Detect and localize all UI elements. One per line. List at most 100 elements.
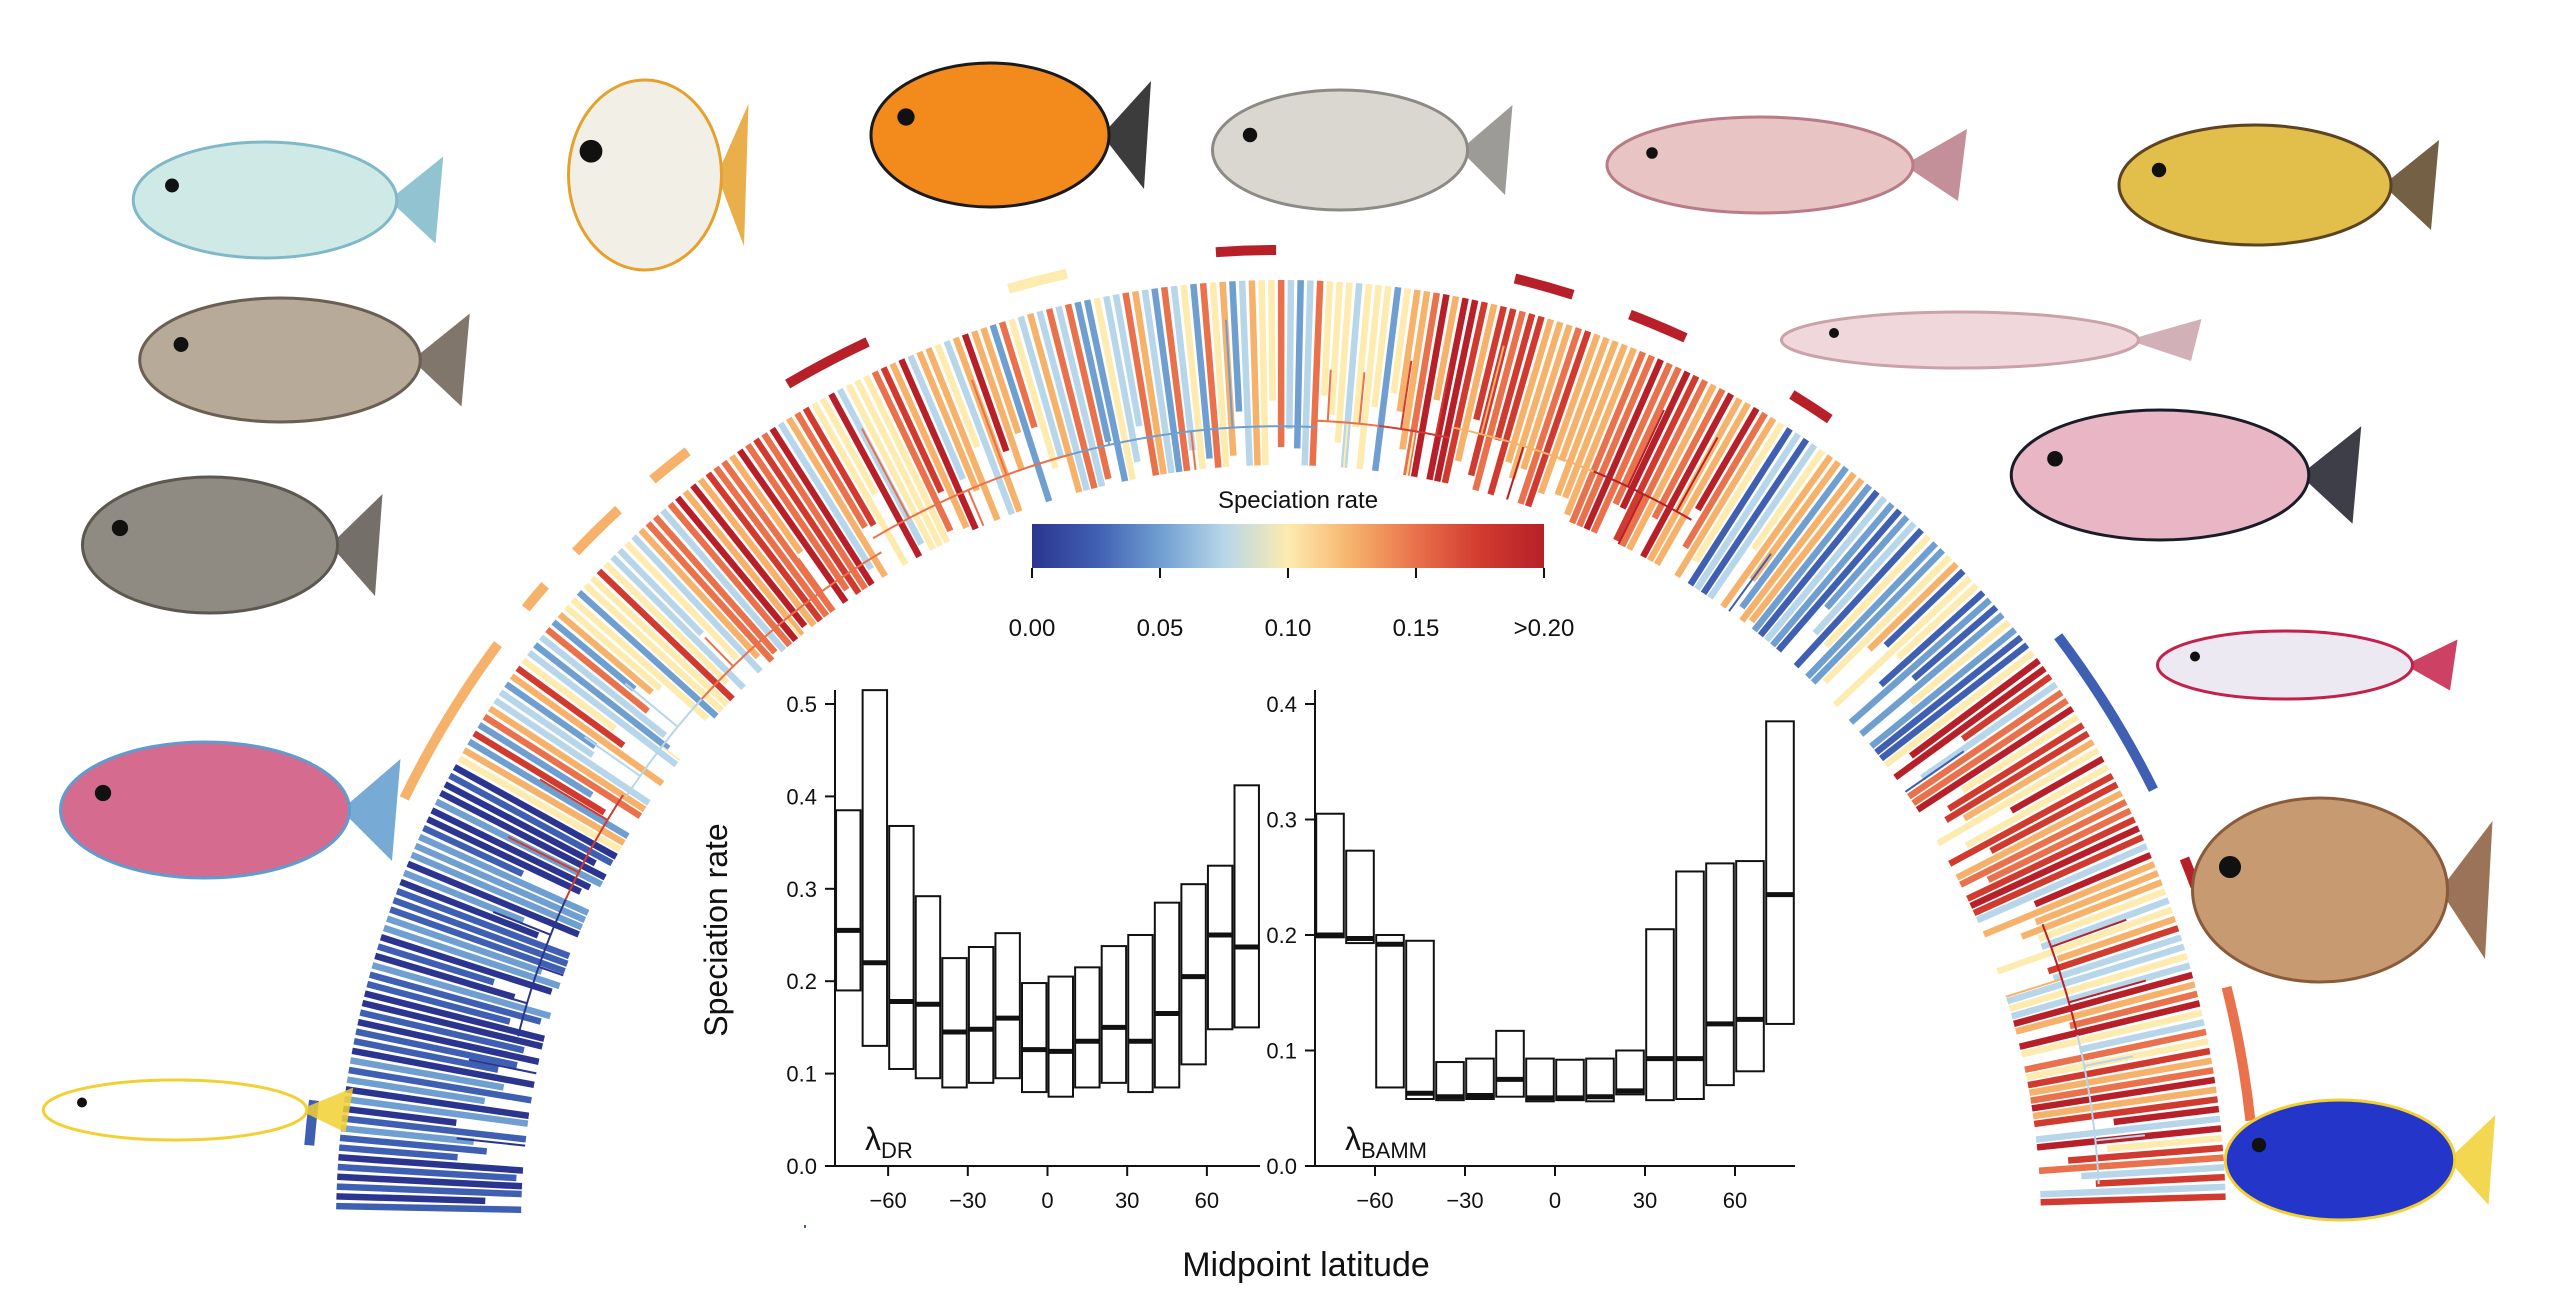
fish-illustrations xyxy=(41,61,2496,1222)
x-tick-label: −60 xyxy=(869,1188,906,1213)
fish-illustration xyxy=(2156,629,2458,701)
box-6 xyxy=(1495,1029,1525,1098)
box-rect xyxy=(1206,864,1234,1031)
box-9 xyxy=(1585,1057,1615,1103)
box-rect xyxy=(1645,928,1675,1102)
y-tick-label: 0.4 xyxy=(1266,692,1297,717)
phylogeny-fan xyxy=(304,245,2256,1228)
legend-tick-label: 0.05 xyxy=(1137,615,1184,642)
fish-illustration xyxy=(81,475,383,615)
fish-illustration xyxy=(2191,796,2493,984)
panel-lambda-dr: 0.0 0.1 0.2 0.3 0.4 0.5 −60 −30 0 30 60 λDR xyxy=(786,689,1260,1213)
box-rect xyxy=(1615,1049,1645,1096)
fish-illustration xyxy=(1780,310,2202,370)
legend-tick-label: 0.15 xyxy=(1393,615,1440,642)
box-14 xyxy=(1735,860,1765,1073)
box-rect xyxy=(888,824,915,1070)
fish-illustration xyxy=(2117,123,2439,247)
box-rect xyxy=(941,957,968,1089)
x-tick-label: 30 xyxy=(1115,1188,1139,1213)
legend-tick-label: 0.10 xyxy=(1265,615,1312,642)
box-2 xyxy=(1375,934,1405,1089)
box-rect xyxy=(914,895,942,1080)
x-axis-label: Midpoint latitude xyxy=(1182,1246,1430,1284)
y-tick-label: 0.2 xyxy=(1266,923,1297,948)
legend-ticks: 0.00 0.05 0.10 0.15 >0.20 xyxy=(1009,568,1575,642)
box-rect xyxy=(1585,1057,1615,1103)
box-rect xyxy=(994,932,1021,1080)
box-rect xyxy=(1525,1057,1555,1103)
x-tick-label: 60 xyxy=(1723,1188,1747,1213)
box-15 xyxy=(1765,720,1795,1025)
legend-title: Speciation rate xyxy=(1218,487,1378,514)
x-tick-label: −60 xyxy=(1356,1188,1393,1213)
box-0 xyxy=(1315,812,1345,939)
fish-illustration xyxy=(869,61,1151,209)
box-14 xyxy=(1206,864,1234,1031)
panel-label: λDR xyxy=(865,1121,913,1163)
box-1 xyxy=(861,689,889,1047)
box-8 xyxy=(1555,1058,1585,1102)
fish-illustration xyxy=(138,296,470,424)
fish-illustration xyxy=(1605,115,1967,215)
box-8 xyxy=(1047,975,1074,1098)
panel-lambda-bamm: 0.0 0.1 0.2 0.3 0.4 −60 −30 0 30 60 λBAMM xyxy=(1266,690,1795,1213)
box-9 xyxy=(1074,966,1101,1089)
box-rect xyxy=(1735,860,1765,1073)
x-tick-label: 60 xyxy=(1195,1188,1219,1213)
box-rect xyxy=(1405,939,1435,1101)
y-tick-label: 0.0 xyxy=(786,1154,817,1179)
box-2 xyxy=(888,824,915,1070)
box-rect xyxy=(1153,901,1181,1089)
box-10 xyxy=(1100,945,1128,1084)
fish-illustration xyxy=(1211,88,1513,212)
x-tick-label: 30 xyxy=(1633,1188,1657,1213)
box-rect xyxy=(1495,1029,1525,1098)
y-tick-label: 0.5 xyxy=(786,692,817,717)
box-3 xyxy=(1405,939,1435,1101)
box-12 xyxy=(1153,901,1181,1089)
box-rect xyxy=(835,809,862,992)
box-rect xyxy=(1705,862,1735,1087)
color-legend: Speciation rate 0.00 0.05 0.10 0.15 >0.20 xyxy=(1009,487,1575,642)
box-rect xyxy=(1047,975,1074,1098)
fish-illustration xyxy=(41,1078,354,1142)
box-rect xyxy=(1675,870,1705,1101)
box-7 xyxy=(1525,1057,1555,1103)
y-tick-label: 0.2 xyxy=(786,969,817,994)
y-tick-label: 0.3 xyxy=(786,877,817,902)
box-12 xyxy=(1675,870,1705,1101)
box-10 xyxy=(1615,1049,1645,1096)
fish-illustration xyxy=(59,740,401,880)
y-tick-label: 0.0 xyxy=(1266,1154,1297,1179)
box-rect xyxy=(1345,849,1375,945)
legend-tick-label: 0.00 xyxy=(1009,615,1056,642)
box-rect xyxy=(1375,934,1405,1089)
box-13 xyxy=(1180,883,1207,1066)
box-15 xyxy=(1233,784,1260,1029)
box-rect xyxy=(861,689,889,1047)
y-tick-label: 0.3 xyxy=(1266,808,1297,833)
box-6 xyxy=(994,932,1021,1080)
y-tick-label: 0.1 xyxy=(786,1062,817,1087)
panel-label: λBAMM xyxy=(1345,1121,1427,1163)
x-tick-label: −30 xyxy=(1446,1188,1483,1213)
box-3 xyxy=(914,895,942,1080)
fish-illustration xyxy=(2009,408,2362,542)
y-axis-label: Speciation rate xyxy=(698,823,734,1036)
box-5 xyxy=(1465,1057,1495,1101)
box-11 xyxy=(1127,934,1154,1094)
y-tick-label: 0.4 xyxy=(786,784,817,809)
box-4 xyxy=(941,957,968,1089)
box-7 xyxy=(1021,982,1048,1094)
box-1 xyxy=(1345,849,1375,945)
legend-colorbar xyxy=(1032,524,1544,568)
fish-illustration xyxy=(131,140,444,260)
box-4 xyxy=(1435,1061,1465,1102)
box-rect xyxy=(1127,934,1154,1094)
box-rect xyxy=(967,946,995,1084)
legend-tick-label: >0.20 xyxy=(1514,615,1575,642)
box-0 xyxy=(835,809,862,992)
fish-illustration xyxy=(567,78,749,272)
